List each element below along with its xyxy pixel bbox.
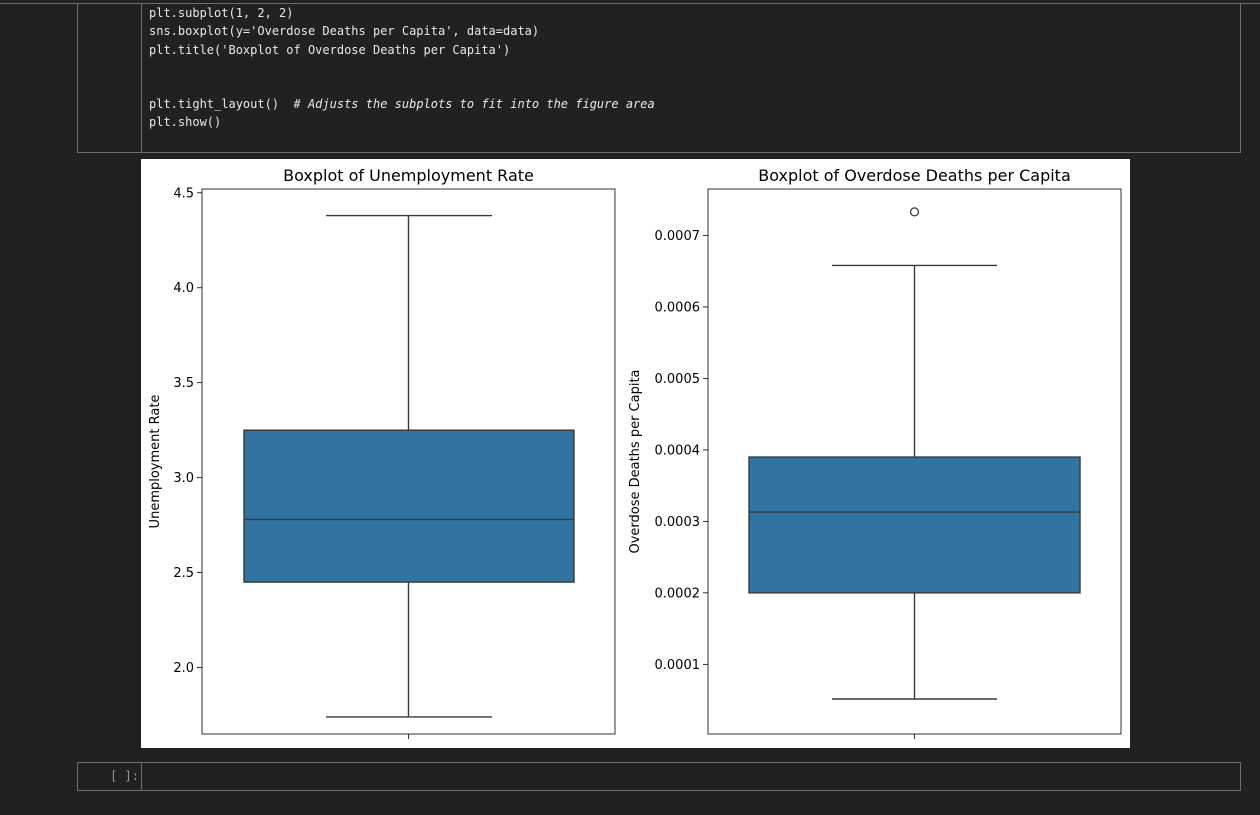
- cell-prompt: [ ]:: [110, 769, 139, 783]
- code-cell[interactable]: [77, 3, 1241, 153]
- chart2-ytick-label: 0.0006: [655, 300, 701, 315]
- chart1-title: Boxplot of Unemployment Rate: [283, 166, 534, 185]
- chart2-box: [748, 456, 1081, 594]
- chart2-title: Boxplot of Overdose Deaths per Capita: [758, 166, 1071, 185]
- figure-output: Boxplot of Unemployment Rate 2.0 2.5 3.0 3.5…: [141, 159, 1130, 748]
- empty-cell[interactable]: [77, 762, 1241, 791]
- empty-cell-input[interactable]: [141, 762, 1241, 791]
- chart1-ytick-label: 2.0: [173, 661, 194, 676]
- chart2-ytick-label: 0.0002: [655, 586, 701, 601]
- code-editor[interactable]: plt.subplot(1, 2, 2) sns.boxplot(y='Over…: [141, 3, 1241, 153]
- chart2-ytick-label: 0.0004: [655, 443, 701, 458]
- chart2-ytick-label: 0.0007: [655, 229, 701, 244]
- chart2-ytick-label: 0.0003: [655, 515, 701, 530]
- code-text: plt.tight_layout(): [149, 97, 294, 111]
- chart2-ytick-label: 0.0005: [655, 372, 701, 387]
- chart1-ytick-label: 4.5: [173, 186, 194, 201]
- chart1-box: [243, 429, 575, 583]
- code-line: plt.title('Boxplot of Overdose Deaths pe…: [149, 43, 511, 57]
- code-line: sns.boxplot(y='Overdose Deaths per Capit…: [149, 24, 540, 38]
- chart1-ytick-label: 3.0: [173, 471, 194, 486]
- code-comment: # Adjusts the subplots to fit into the f…: [293, 97, 655, 111]
- chart2-ytick-label: 0.0001: [655, 658, 701, 673]
- chart1-ytick-label: 2.5: [173, 566, 194, 581]
- chart1-ylabel: Unemployment Rate: [148, 395, 163, 529]
- chart2-outlier-point: [909, 207, 920, 217]
- figure-canvas: Boxplot of Unemployment Rate 2.0 2.5 3.0 3.5…: [148, 166, 1122, 739]
- chart2-ylabel: Overdose Deaths per Capita: [628, 369, 643, 553]
- top-divider: [0, 3, 1260, 4]
- code-line: plt.subplot(1, 2, 2): [149, 6, 294, 20]
- code-line: plt.tight_layout() # Adjusts the subplot…: [149, 97, 655, 111]
- chart1-ytick-label: 4.0: [173, 281, 194, 296]
- code-line: plt.show(): [149, 115, 222, 129]
- chart1-ytick-label: 3.5: [173, 376, 194, 391]
